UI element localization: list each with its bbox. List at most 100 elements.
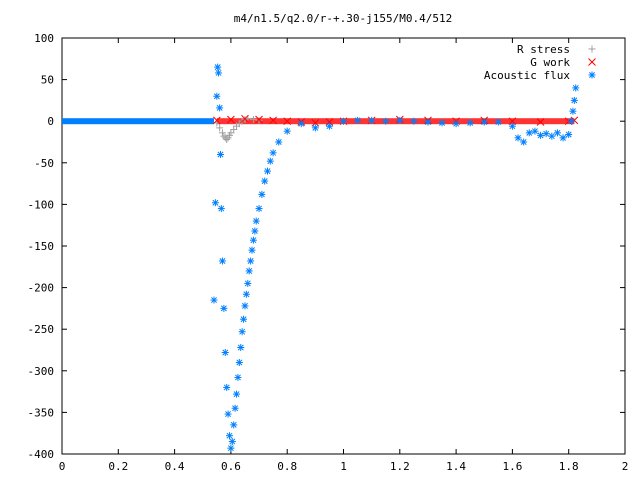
- y-tick-label: -50: [34, 157, 54, 170]
- acoustic-flux-point: [525, 129, 533, 137]
- chart-title: m4/n1.5/q2.0/r-+.30-j155/M0.4/512: [234, 12, 453, 25]
- r-stress-point: [223, 136, 231, 144]
- x-tick-label: 0.2: [108, 460, 128, 473]
- acoustic-flux-point: [514, 134, 522, 142]
- acoustic-flux-point: [410, 117, 418, 125]
- acoustic-flux-point: [537, 131, 545, 139]
- acoustic-flux-point: [569, 107, 577, 115]
- acoustic-flux-point: [568, 117, 576, 125]
- acoustic-flux-point: [221, 348, 229, 356]
- y-tick-label: -100: [28, 198, 55, 211]
- legend-marker: [588, 45, 596, 53]
- acoustic-flux-zero-band: [62, 118, 215, 125]
- acoustic-flux-point: [258, 190, 266, 198]
- acoustic-flux-point: [325, 122, 333, 130]
- acoustic-flux-point: [572, 84, 580, 92]
- acoustic-flux-point: [241, 302, 249, 310]
- legend-label: G work: [530, 56, 570, 69]
- x-tick-label: 0: [59, 460, 66, 473]
- acoustic-flux-point: [297, 120, 305, 128]
- acoustic-flux-point: [233, 390, 241, 398]
- acoustic-flux-point: [224, 410, 232, 418]
- acoustic-flux-point: [368, 116, 376, 124]
- y-tick-label: -300: [28, 365, 55, 378]
- acoustic-flux-point: [466, 119, 474, 127]
- g-work-point: [241, 114, 249, 123]
- acoustic-flux-point: [494, 118, 502, 126]
- acoustic-flux-point: [230, 421, 238, 429]
- y-tick-label: -350: [28, 406, 55, 419]
- acoustic-flux-point: [553, 129, 561, 137]
- r-stress-point: [255, 116, 263, 124]
- acoustic-flux-point: [255, 205, 263, 213]
- acoustic-flux-point: [508, 122, 516, 130]
- acoustic-flux-point: [520, 138, 528, 146]
- acoustic-flux-point: [210, 296, 218, 304]
- acoustic-flux-point: [340, 117, 347, 125]
- acoustic-flux-point: [214, 63, 222, 71]
- axes: 100 50 0 -50 -100 -150 -200 -250 -300 -350 -400 0 0.…: [28, 32, 629, 473]
- acoustic-flux-point: [216, 104, 224, 112]
- acoustic-flux-point: [211, 199, 219, 207]
- y-tick-label: 0: [47, 115, 54, 128]
- acoustic-flux-point: [559, 134, 567, 142]
- r-stress-point: [218, 129, 226, 137]
- plot-frame: [61, 37, 626, 455]
- acoustic-flux-point: [220, 304, 228, 312]
- x-tick-label: 1.8: [559, 460, 579, 473]
- x-tick-label: 2: [622, 460, 629, 473]
- acoustic-flux-point: [311, 124, 319, 132]
- acoustic-flux-point: [215, 69, 223, 77]
- g-work-point: [227, 115, 235, 124]
- x-tick-label: 1.4: [446, 460, 466, 473]
- g-work-band: [216, 118, 575, 125]
- acoustic-flux-point: [424, 118, 432, 126]
- acoustic-flux-point: [245, 267, 253, 275]
- acoustic-flux-point: [247, 257, 255, 265]
- acoustic-flux-point: [252, 217, 260, 225]
- y-tick-label: 100: [34, 32, 54, 45]
- acoustic-flux-point: [275, 138, 283, 146]
- plot-area: [62, 63, 580, 452]
- acoustic-flux-point: [354, 116, 362, 124]
- acoustic-flux-point: [213, 92, 221, 100]
- acoustic-flux-point: [248, 246, 256, 254]
- g-work-point: [283, 117, 292, 126]
- acoustic-flux-point: [438, 119, 446, 127]
- g-work-point: [255, 115, 263, 124]
- acoustic-flux-point: [223, 383, 231, 391]
- legend-marker: [588, 71, 596, 79]
- acoustic-flux-point: [542, 130, 550, 138]
- acoustic-flux-point: [228, 438, 236, 446]
- x-tick-label: 1: [340, 460, 347, 473]
- acoustic-flux-point: [263, 167, 271, 175]
- acoustic-flux-point: [531, 127, 539, 135]
- acoustic-flux-point: [227, 444, 235, 452]
- acoustic-flux-point: [283, 127, 291, 135]
- acoustic-flux-point: [269, 149, 277, 157]
- acoustic-flux-point: [238, 328, 246, 336]
- legend-label: Acoustic flux: [484, 69, 570, 82]
- r-stress-point: [249, 116, 257, 124]
- acoustic-flux-point: [570, 96, 578, 104]
- acoustic-flux-point: [565, 131, 573, 139]
- acoustic-flux-point: [266, 157, 274, 165]
- acoustic-flux-point: [240, 315, 248, 323]
- acoustic-flux-point: [244, 279, 252, 287]
- acoustic-flux-point: [548, 132, 556, 140]
- acoustic-flux-point: [237, 344, 245, 352]
- g-work-point: [269, 116, 277, 125]
- acoustic-flux-point: [242, 290, 250, 298]
- acoustic-flux-point: [231, 404, 239, 412]
- legend-marker: [588, 58, 596, 66]
- r-stress-point: [216, 124, 224, 132]
- acoustic-flux-point: [216, 150, 224, 158]
- y-tick-label: 50: [41, 74, 54, 87]
- x-tick-label: 1.2: [390, 460, 410, 473]
- acoustic-flux-point: [480, 118, 488, 126]
- y-tick-label: -200: [28, 282, 55, 295]
- g-work-point: [212, 116, 221, 125]
- acoustic-flux-point: [249, 236, 257, 244]
